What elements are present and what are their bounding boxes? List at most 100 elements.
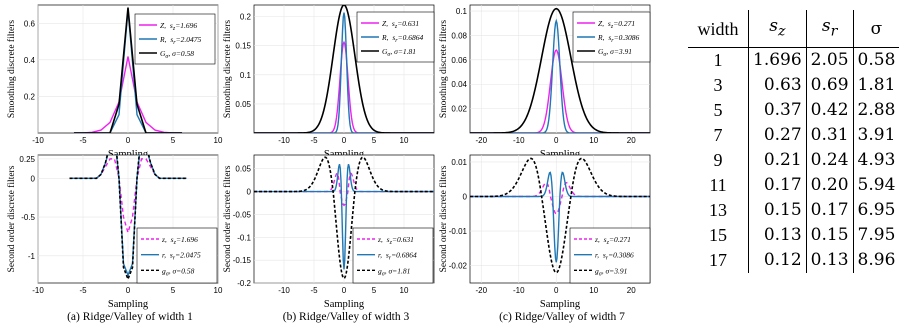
y-tick-label: -0.02 xyxy=(449,262,468,271)
y-tick-label: 0.1 xyxy=(456,7,468,16)
x-tick-label: 20 xyxy=(627,136,636,145)
x-tick-label: 10 xyxy=(589,286,598,295)
x-axis-label: Sampling xyxy=(540,299,581,310)
cell-sr: 0.20 xyxy=(806,173,854,199)
cell-sigma: 8.96 xyxy=(857,250,896,271)
legend-entry: Z, sz=1.696 xyxy=(160,21,197,32)
cell-sr: 2.05 xyxy=(806,47,854,74)
cell-sz: 0.63 xyxy=(748,73,807,99)
table-row: 3 0.63 0.69 1.81 xyxy=(688,73,899,99)
legend: z, sz=0.631 r, sr=0.6864 gσ, σ=1.81 xyxy=(352,227,434,284)
x-axis-label: Sampling xyxy=(324,299,365,310)
legend-entry: Gσ, σ=0.58 xyxy=(160,49,194,60)
x-tick-label: 0 xyxy=(342,286,347,295)
y-tick-label: 0.05 xyxy=(235,100,251,109)
y-tick-label: 0.02 xyxy=(451,105,467,114)
legend-box xyxy=(136,227,218,284)
x-tick-label: 10 xyxy=(589,136,598,145)
y-axis-label: Second order discrete filters xyxy=(222,165,233,272)
y-tick-label: 0.04 xyxy=(451,80,467,89)
series-line-g xyxy=(470,157,650,274)
legend-entry: gσ, σ=0.58 xyxy=(162,266,195,277)
x-tick-label: -10 xyxy=(32,286,44,295)
chart-a-top: -10 -5 0 5 10 0.2 0.4 0.6 Sampling Smoothing disc… xyxy=(6,4,223,160)
legend-entry: r, sr=0.6864 xyxy=(378,251,417,262)
legend-box xyxy=(569,227,651,284)
legend: z, sz=1.696 r, sr=2.0475 gσ, σ=0.58 xyxy=(136,227,218,284)
width-table: width sz sr σ 1 1.696 2.05 0.58 3 0.63 0.69 1.8… xyxy=(688,10,910,295)
cell-sigma: 4.93 xyxy=(857,150,896,171)
cell-sr: 0.31 xyxy=(806,123,854,149)
x-axis-label: Sampling xyxy=(108,299,149,310)
cell-width: 13 xyxy=(688,198,749,224)
y-axis-label: Smoothing discrete filters xyxy=(438,20,449,118)
x-tick-label: 20 xyxy=(627,286,636,295)
x-tick-label: -10 xyxy=(513,136,525,145)
x-tick-label: 5 xyxy=(171,286,176,295)
series-line-r xyxy=(69,155,187,278)
cell-sz: 0.17 xyxy=(748,173,807,199)
y-tick-label: -0.1 xyxy=(237,233,251,242)
y-tick-label: 0.01 xyxy=(451,158,467,167)
table-row: 5 0.37 0.42 2.88 xyxy=(688,98,899,124)
x-tick-label: -20 xyxy=(475,136,487,145)
table-row: 1 1.696 2.05 0.58 xyxy=(688,47,899,74)
legend: z, sz=0.271 r, sr=0.3086 gσ, σ=3.91 xyxy=(569,227,651,284)
y-tick-label: 0 xyxy=(463,193,468,202)
series-line-R xyxy=(470,18,650,133)
y-tick-label: 0.06 xyxy=(451,56,467,65)
y-tick-label: 0.2 xyxy=(240,13,252,22)
x-tick-label: 0 xyxy=(554,136,559,145)
table-header-row: width sz sr σ xyxy=(688,10,900,49)
x-tick-label: 5 xyxy=(171,136,176,145)
y-tick-label: 0.25 xyxy=(19,155,35,164)
table-row: 7 0.27 0.31 3.91 xyxy=(688,123,899,149)
legend-entry: Gσ, σ=3.91 xyxy=(598,47,632,58)
legend-entry: R, sr=0.6864 xyxy=(381,33,424,44)
cell-sigma: 7.95 xyxy=(857,225,896,246)
legend-entry: r, sr=2.0475 xyxy=(162,251,201,262)
y-tick-label: 0.4 xyxy=(24,56,36,65)
legend-entry: R, sr=2.0475 xyxy=(159,35,202,46)
x-tick-label: 0 xyxy=(554,286,559,295)
cell-sr: 0.15 xyxy=(806,223,854,249)
legend-entry: r, sr=0.3086 xyxy=(595,251,634,262)
x-tick-label: 0 xyxy=(126,286,131,295)
table-row: 11 0.17 0.20 5.94 xyxy=(688,173,899,199)
y-tick-label: 0 xyxy=(247,188,252,197)
cell-width: 9 xyxy=(688,148,749,174)
y-tick-label: -0.15 xyxy=(233,256,252,265)
x-tick-label: -10 xyxy=(32,136,44,145)
y-tick-label: 0.08 xyxy=(451,31,467,40)
y-axis-label: Smoothing discrete filters xyxy=(222,20,233,118)
table-row: 13 0.15 0.17 6.95 xyxy=(688,198,899,224)
cell-sz: 0.21 xyxy=(748,148,807,174)
x-tick-label: 10 xyxy=(400,286,409,295)
chart-a-bottom: -10 -5 0 5 10 -1 -0.5 0 0.25 Sampling Second order… xyxy=(6,154,223,310)
table-row: 15 0.13 0.15 7.95 xyxy=(688,223,899,249)
cell-width: 11 xyxy=(688,173,749,199)
cell-sigma: 5.94 xyxy=(857,175,896,196)
cell-width: 5 xyxy=(688,98,749,124)
cell-width: 1 xyxy=(688,47,749,74)
header-sr: sr xyxy=(806,10,854,49)
legend-entry: z, sz=0.631 xyxy=(377,235,414,246)
x-tick-label: -5 xyxy=(79,136,87,145)
y-tick-label: -0.01 xyxy=(449,227,468,236)
caption-a: (a) Ridge/Valley of width 1 xyxy=(67,311,193,323)
y-tick-label: -0.5 xyxy=(21,213,35,222)
x-tick-label: 10 xyxy=(400,136,409,145)
legend: Z, sz=0.631 R, sr=0.6864 Gσ, σ=1.81 xyxy=(356,11,435,63)
cell-sr: 0.69 xyxy=(806,73,854,99)
cell-sz: 0.37 xyxy=(748,98,807,124)
x-tick-label: 5 xyxy=(372,286,377,295)
caption-b: (b) Ridge/Valley of width 3 xyxy=(282,311,410,323)
cell-sigma: 1.81 xyxy=(857,75,896,96)
legend-entry: Z, sz=0.631 xyxy=(382,19,419,30)
y-tick-label: 0.05 xyxy=(235,165,251,174)
cell-sz: 0.15 xyxy=(748,198,807,224)
cell-sigma: 6.95 xyxy=(857,200,896,221)
legend-entry: z, sz=0.271 xyxy=(594,235,631,246)
series-line-Z xyxy=(254,40,434,133)
